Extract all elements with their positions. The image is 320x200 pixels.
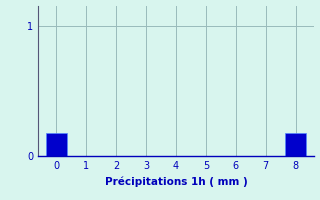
Bar: [285, 133, 306, 156]
Bar: [46, 133, 67, 156]
X-axis label: Précipitations 1h ( mm ): Précipitations 1h ( mm ): [105, 176, 247, 187]
